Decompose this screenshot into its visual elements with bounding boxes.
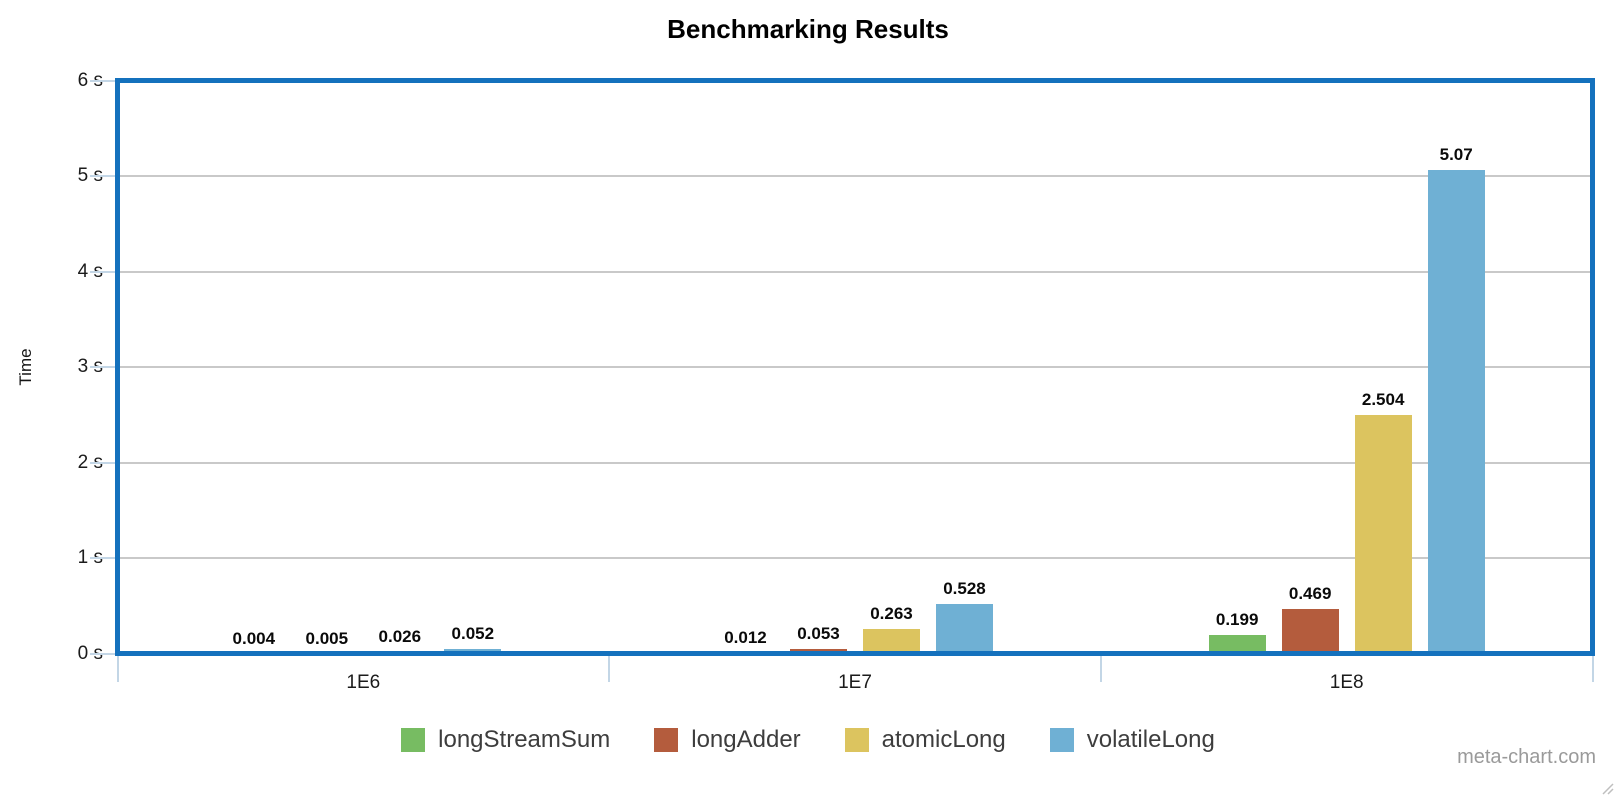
bar-volatileLong-1E7 (936, 604, 993, 654)
x-category-label: 1E8 (1287, 672, 1407, 694)
bar-value-label: 0.263 (847, 604, 937, 624)
bar-value-label: 0.052 (428, 624, 518, 644)
bar-volatileLong-1E8 (1428, 170, 1485, 654)
x-tick-mark (1100, 654, 1102, 682)
legend-label: longAdder (691, 726, 800, 754)
x-tick-mark (1592, 654, 1594, 682)
legend-swatch-longStreamSum (401, 728, 425, 752)
bar-value-label: 0.053 (774, 624, 864, 644)
y-tick-mark (90, 653, 115, 655)
legend-swatch-atomicLong (845, 728, 869, 752)
bar-value-label: 0.469 (1265, 584, 1355, 604)
y-tick-mark (90, 366, 115, 368)
plot-border-right (1590, 78, 1595, 656)
watermark: meta-chart.com (1457, 746, 1596, 769)
y-tick-mark (90, 271, 115, 273)
legend-swatch-longAdder (654, 728, 678, 752)
legend-label: longStreamSum (438, 726, 610, 754)
legend-item-volatileLong: volatileLong (1050, 726, 1215, 754)
bar-value-label: 0.199 (1192, 610, 1282, 630)
bar-value-label: 2.504 (1338, 390, 1428, 410)
gridline (120, 175, 1590, 177)
y-tick-mark (90, 557, 115, 559)
plot-border-top (115, 78, 1595, 83)
x-category-label: 1E6 (303, 672, 423, 694)
y-tick-mark (90, 462, 115, 464)
legend-item-longAdder: longAdder (654, 726, 800, 754)
chart-legend: longStreamSum longAdder atomicLong volatile… (0, 721, 1616, 759)
y-tick-mark (90, 175, 115, 177)
legend-label: atomicLong (882, 726, 1006, 754)
legend-item-longStreamSum: longStreamSum (401, 726, 610, 754)
x-tick-mark (117, 654, 119, 682)
bar-value-label: 5.07 (1411, 145, 1501, 165)
x-category-label: 1E7 (795, 672, 915, 694)
y-tick-mark (90, 80, 115, 82)
gridline (120, 366, 1590, 368)
bar-longAdder-1E8 (1282, 609, 1339, 654)
plot-border-left (115, 78, 120, 656)
plot-border-bottom (115, 651, 1595, 656)
legend-swatch-volatileLong (1050, 728, 1074, 752)
legend-label: volatileLong (1087, 726, 1215, 754)
x-tick-mark (608, 654, 610, 682)
resize-grip-icon[interactable] (1599, 780, 1614, 795)
legend-item-atomicLong: atomicLong (845, 726, 1006, 754)
bar-atomicLong-1E8 (1355, 415, 1412, 654)
chart-title: Benchmarking Results (0, 14, 1616, 45)
gridline (120, 271, 1590, 273)
bar-value-label: 0.528 (920, 579, 1010, 599)
